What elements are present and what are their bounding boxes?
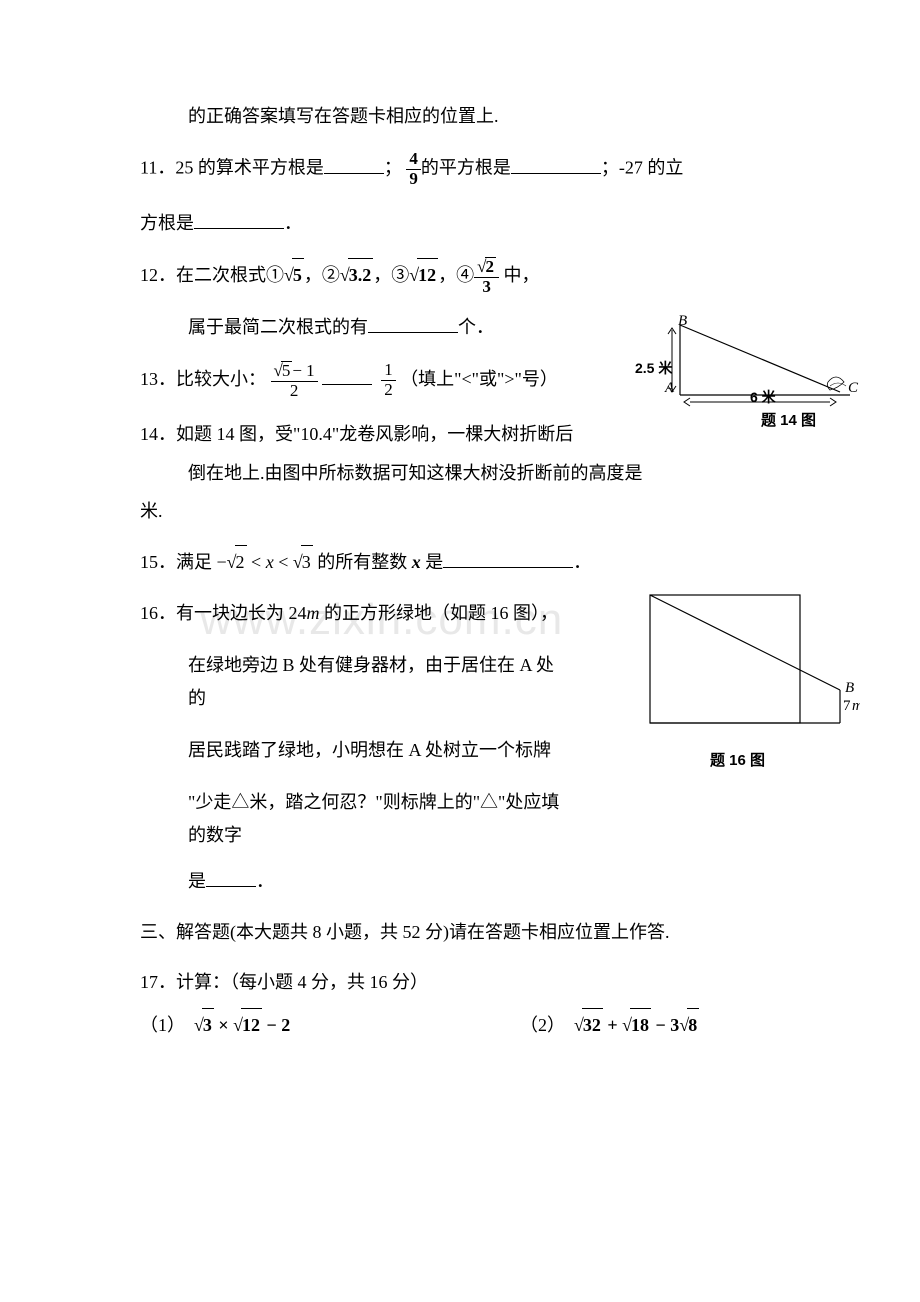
question-11: 11．25 的算术平方根是 ； 49的平方根是 ；-27 的立 方根是 ．: [140, 150, 800, 239]
q17-lead: 计算：（每小题 4 分，共 16 分）: [176, 972, 428, 992]
q13-lead: 比较大小：: [176, 369, 266, 389]
q15-lt2: <: [278, 552, 288, 572]
q16-l5b: ．: [256, 871, 274, 891]
q15-lead: 满足: [176, 552, 212, 572]
q12-lead: 在二次根式①: [176, 265, 284, 285]
figure-16-point-b: B: [845, 680, 854, 696]
q14-line1: 如题 14 图，受"10.4"龙卷风影响，一棵大树折断后: [176, 424, 573, 444]
q12-line2a: 属于最简二次根式的有: [188, 317, 368, 337]
section-3-heading: 三、解答题(本大题共 8 小题，共 52 分)请在答题卡相应位置上作答.: [140, 916, 800, 948]
question-17: 17．计算：（每小题 4 分，共 16 分） （1） 3 × 12 − 2 （2…: [140, 966, 800, 1042]
q16-line3: 居民践踏了绿地，小明想在 A 处树立一个标牌: [140, 734, 570, 766]
q16-number: 16．: [140, 603, 176, 623]
q16-line2: 在绿地旁边 B 处有健身器材，由于居住在 A 处的: [140, 649, 570, 714]
q11-text-2: 的平方根是: [421, 158, 511, 178]
q11-blank-2[interactable]: [511, 155, 601, 174]
q11-blank-3[interactable]: [194, 210, 284, 229]
q12-root-4: 23: [474, 257, 499, 296]
intro-line: 的正确答案填写在答题卡相应的位置上.: [140, 100, 800, 132]
q12-sep-1: ，②: [304, 265, 340, 285]
q12-blank[interactable]: [368, 314, 458, 333]
q17-p2-plus: +: [607, 1015, 617, 1035]
q11-text-1: 25 的算术平方根是: [175, 158, 324, 178]
question-16: 16．有一块边长为 24m 的正方形绿地（如题 16 图）， 在绿地旁边 B 处…: [140, 597, 800, 898]
q13-tail: （填上"<"或">"号）: [400, 369, 558, 389]
q17-number: 17．: [140, 972, 176, 992]
q11-tail: ．: [284, 213, 302, 233]
q12-root-1: 5: [284, 258, 304, 291]
q17-p2-label: （2）: [520, 1015, 565, 1035]
q17-p1-mul: ×: [218, 1015, 228, 1035]
q16-l1a: 有一块边长为 24: [176, 603, 307, 623]
q14-number: 14．: [140, 424, 176, 444]
figure-16-seven: 7: [843, 698, 851, 714]
q12-number: 12．: [140, 265, 176, 285]
q13-blank[interactable]: [322, 366, 372, 385]
q16-l1b: 的正方形绿地（如题 16 图），: [320, 603, 559, 623]
q15-mid: 的所有整数: [313, 552, 412, 572]
q15-x: x: [266, 552, 274, 572]
q12-line2b: 个．: [458, 317, 494, 337]
q12-sep-2: ，③: [373, 265, 409, 285]
question-14: 14．如题 14 图，受"10.4"龙卷风影响，一棵大树折断后 倒在地上.由图中…: [140, 418, 800, 527]
q17-p1-root2: 12: [233, 1008, 262, 1041]
q16-m: m: [307, 603, 320, 623]
q17-p2-root1: 32: [574, 1008, 603, 1041]
q11-text-3: ；-27 的立: [601, 158, 684, 178]
q11-number: 11．: [140, 158, 175, 178]
q17-p1-label: （1）: [140, 1015, 185, 1035]
q16-blank[interactable]: [206, 868, 256, 887]
q17-p2-minus: − 3: [656, 1015, 680, 1035]
q14-line2: 倒在地上.由图中所标数据可知这棵大树没折断前的高度是: [140, 457, 800, 489]
q15-root-1: 2: [227, 545, 247, 578]
q13-number: 13．: [140, 369, 176, 389]
figure-14-point-c: C: [848, 375, 858, 402]
q17-p2-root3: 8: [679, 1008, 699, 1041]
question-12: 12．在二次根式①5，②3.2，③12，④23 中， 属于最简二次根式的有 个．: [140, 257, 800, 343]
q11-sep-1: ；: [384, 158, 402, 178]
q15-neg: −: [217, 552, 227, 572]
q16-l5a: 是: [188, 871, 206, 891]
q11-fraction: 49: [406, 150, 421, 188]
q15-root-2: 3: [293, 545, 313, 578]
q15-number: 15．: [140, 552, 176, 572]
question-13: 13．比较大小： 5− 12 12 （填上"<"或">"号）: [140, 361, 800, 400]
q13-left-frac: 5− 12: [271, 361, 318, 400]
q11-blank-1[interactable]: [324, 155, 384, 174]
q12-root-2: 3.2: [340, 258, 373, 291]
q12-tail: 中，: [499, 265, 540, 285]
q15-mid2: 是: [421, 552, 444, 572]
q17-p2-root2: 18: [622, 1008, 651, 1041]
q15-lt1: <: [251, 552, 261, 572]
q17-p1-root1: 3: [194, 1008, 214, 1041]
q16-line4: "少走△米，踏之何忍？"则标牌上的"△"处应填的数字: [140, 786, 570, 851]
q13-right-frac: 12: [381, 361, 396, 399]
q14-line3: 米.: [140, 501, 163, 521]
q17-part-1: （1） 3 × 12 − 2: [140, 1008, 520, 1041]
figure-16-m: m: [852, 698, 860, 714]
q17-p1-tail: − 2: [267, 1015, 291, 1035]
q17-part-2: （2） 32 + 18 − 38: [520, 1008, 800, 1041]
q12-root-3: 12: [409, 258, 438, 291]
q11-line2: 方根是: [140, 213, 194, 233]
q15-tail: ．: [573, 552, 591, 572]
q12-sep-3: ，④: [438, 265, 474, 285]
q15-blank[interactable]: [443, 549, 573, 568]
question-15: 15．满足 −2 < x < 3 的所有整数 x 是 ．: [140, 545, 800, 578]
q15-x2: x: [412, 552, 421, 572]
